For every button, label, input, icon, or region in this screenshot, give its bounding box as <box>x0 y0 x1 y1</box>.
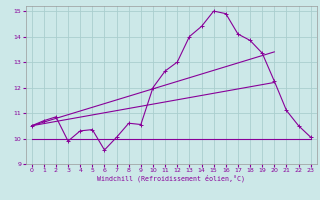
X-axis label: Windchill (Refroidissement éolien,°C): Windchill (Refroidissement éolien,°C) <box>97 175 245 182</box>
